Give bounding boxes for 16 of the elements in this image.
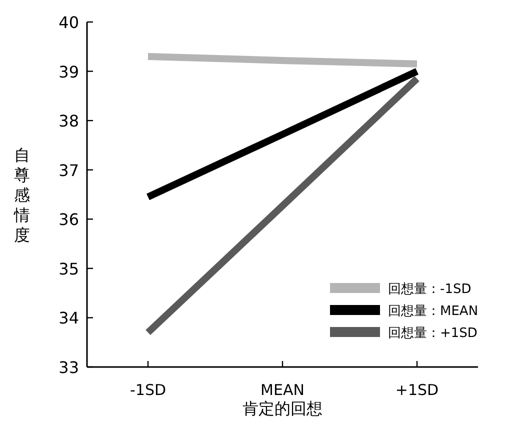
legend-label: 回想量：-1SD <box>388 282 472 297</box>
x-tick-label: +1SD <box>395 381 439 399</box>
y-tick-label: 34 <box>58 308 79 328</box>
y-tick-label: 40 <box>58 13 79 32</box>
y-tick-label: 33 <box>58 358 79 377</box>
y-axis-title: 自尊感情度 <box>13 146 30 244</box>
y-tick-label: 37 <box>58 160 79 180</box>
x-tick-label: -1SD <box>130 381 166 399</box>
x-tick-label: MEAN <box>260 381 304 399</box>
y-tick-label: 35 <box>58 259 79 278</box>
y-tick-label: 36 <box>58 210 79 230</box>
y-tick-label: 38 <box>58 112 79 131</box>
legend-label: 回想量：+1SD <box>388 326 478 341</box>
x-axis-title: 肯定的回想 <box>242 399 322 418</box>
legend-label: 回想量：MEAN <box>388 304 478 319</box>
y-tick-label: 39 <box>58 62 79 82</box>
